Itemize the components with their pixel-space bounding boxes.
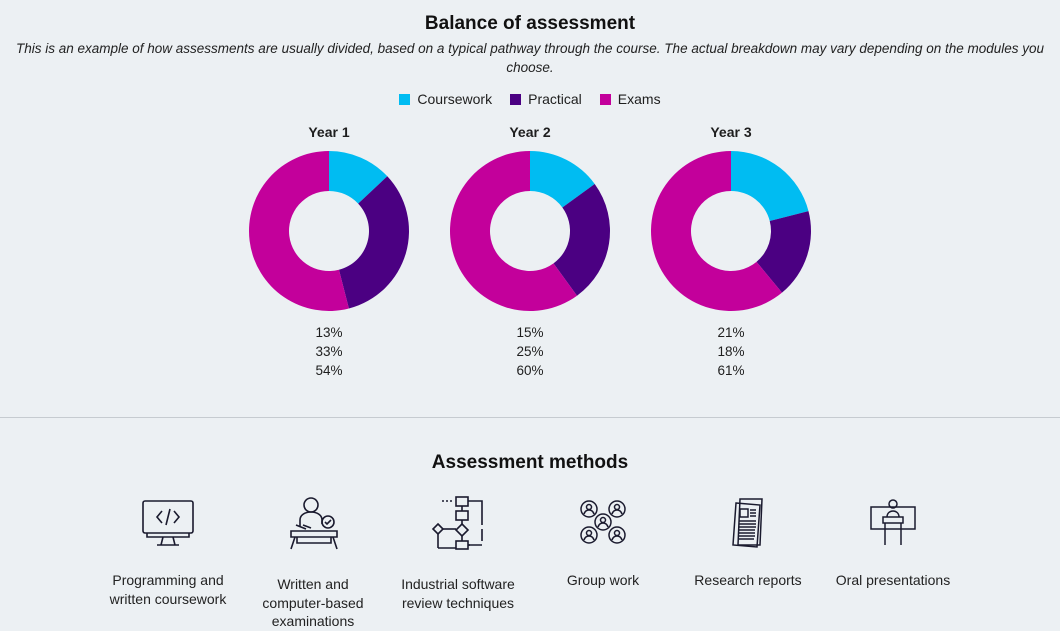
method-label: Written and computer-based examinations [262, 576, 364, 629]
method-examinations: Written and computer-based examinations [238, 495, 388, 631]
percent-coursework-year-2: 15% [516, 325, 544, 340]
donut-slice-coursework [530, 151, 595, 208]
legend-item-coursework: Coursework [399, 91, 492, 107]
percent-exams-year-2: 60% [516, 363, 544, 378]
donut-chart-year-3: Year 3 21% 18% 61% [641, 124, 821, 380]
method-oral-presentations: Oral presentations [818, 495, 968, 590]
donut-slice-coursework [731, 151, 809, 222]
legend-label-exams: Exams [617, 91, 661, 107]
legend-item-exams: Exams [599, 91, 661, 107]
percent-list-year-3: 21% 18% 61% [641, 323, 821, 380]
donut-slice-practical [756, 211, 811, 293]
method-label: Group work [566, 572, 640, 588]
donut-slice-practical [338, 176, 409, 309]
method-label: Programming and written coursework [109, 572, 227, 607]
percent-list-year-2: 15% 25% 60% [440, 323, 620, 380]
group-icon [580, 500, 626, 544]
donut-slice-exams [450, 151, 578, 311]
donut-slice-exams [248, 151, 349, 311]
method-software-review: Industrial software review techniques [383, 495, 533, 612]
legend-swatch-exams [599, 93, 611, 105]
method-label: Industrial software review techniques [401, 576, 515, 611]
percent-practical-year-2: 25% [516, 344, 544, 359]
presentation-icon [870, 499, 916, 545]
legend-label-coursework: Coursework [417, 91, 493, 107]
report-icon [732, 498, 763, 548]
legend-swatch-practical [510, 93, 522, 105]
donut-slice-exams [651, 151, 782, 311]
donut-chart-year-2: Year 2 15% 25% 60% [440, 124, 620, 380]
chart-legend: Coursework Practical Exams [0, 91, 1060, 107]
code-monitor-icon [142, 500, 194, 546]
method-group-work: Group work [528, 495, 678, 590]
percent-coursework-year-1: 13% [315, 325, 343, 340]
legend-item-practical: Practical [510, 91, 582, 107]
percent-coursework-year-3: 21% [717, 325, 745, 340]
donut-slice-coursework [329, 151, 388, 204]
chart-title-year-1: Year 1 [308, 124, 350, 140]
flowchart-icon [431, 496, 483, 550]
method-label: Oral presentations [835, 572, 951, 588]
method-research-reports: Research reports [673, 495, 823, 590]
page-title: Balance of assessment [424, 13, 636, 34]
percent-practical-year-1: 33% [315, 344, 343, 359]
chart-title-year-3: Year 3 [710, 124, 752, 140]
legend-label-practical: Practical [528, 91, 582, 107]
methods-title: Assessment methods [431, 452, 629, 473]
percent-list-year-1: 13% 33% 54% [239, 323, 419, 380]
chart-title-year-2: Year 2 [509, 124, 551, 140]
method-label: Research reports [694, 572, 802, 588]
percent-exams-year-3: 61% [717, 363, 745, 378]
method-programming: Programming and written coursework [93, 495, 243, 608]
section-divider [0, 417, 1060, 418]
donut-svg-year-3 [651, 151, 811, 311]
percent-exams-year-1: 54% [315, 363, 343, 378]
legend-swatch-coursework [399, 93, 411, 105]
donut-svg-year-2 [450, 151, 610, 311]
donut-chart-year-1: Year 1 13% 33% 54% [239, 124, 419, 380]
donut-slice-practical [553, 183, 610, 296]
page-subtitle: This is an example of how assessments ar… [15, 41, 1045, 75]
donut-svg-year-1 [248, 151, 409, 311]
percent-practical-year-3: 18% [717, 344, 745, 359]
exam-desk-icon [290, 497, 338, 550]
